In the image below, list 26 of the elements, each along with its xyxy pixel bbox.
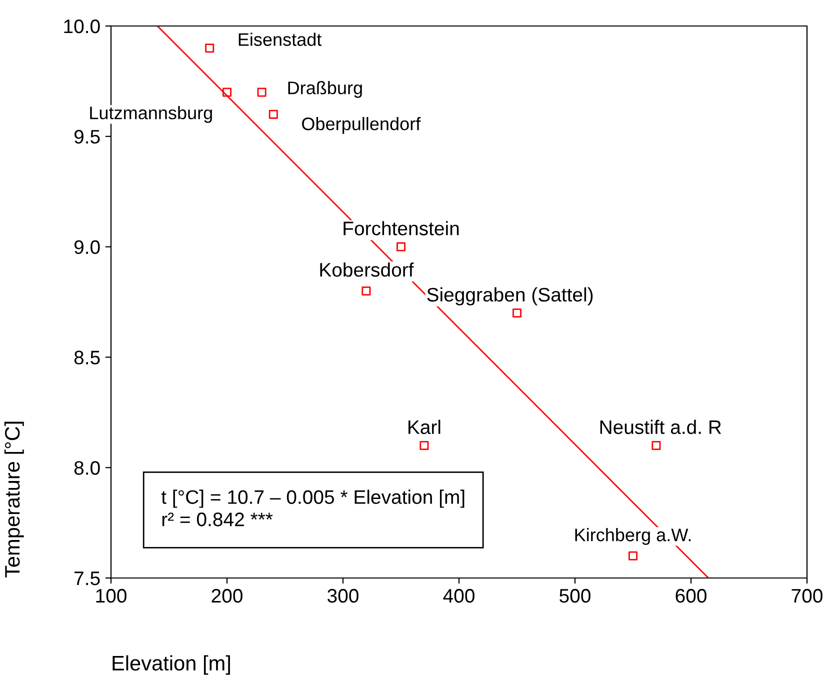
x-tick-label: 100 xyxy=(96,588,126,603)
y-tick-label: 10.0 xyxy=(64,19,100,34)
y-axis-title: Temperature [°C] xyxy=(4,422,24,578)
x-tick-label: 200 xyxy=(212,588,242,603)
annotation: Lutzmannsburg xyxy=(90,106,212,123)
annotation: Karl xyxy=(408,420,440,434)
annotation: t [°C] = 10.7 – 0.005 * Elevation [m] r² = 0.842 *** xyxy=(161,490,464,526)
y-tick-label: 8.0 xyxy=(74,461,100,475)
x-axis-title: Elevation [m] xyxy=(112,655,230,675)
x-tick-label: 500 xyxy=(560,588,590,603)
x-tick-label: 600 xyxy=(676,588,706,603)
y-tick-label: 8.5 xyxy=(74,350,100,364)
x-tick-label: 400 xyxy=(443,588,474,603)
annotation: Kobersdorf xyxy=(320,262,414,277)
x-tick-label: 700 xyxy=(792,588,822,603)
annotation: Oberpullendorf xyxy=(302,117,421,134)
annotation: Forchtenstein xyxy=(344,221,459,236)
x-tick-label: 300 xyxy=(328,588,358,603)
annotation: Neustift a.d. R xyxy=(600,420,722,434)
annotation: Eisenstadt xyxy=(238,32,322,46)
annotation: Kirchberg a.W. xyxy=(575,528,691,545)
annotation: Draßburg xyxy=(288,81,362,98)
annotation: Sieggraben (Sattel) xyxy=(427,287,593,306)
y-tick-label: 9.5 xyxy=(74,130,100,144)
y-tick-label: 7.5 xyxy=(74,572,100,586)
y-tick-label: 9.0 xyxy=(74,240,100,254)
